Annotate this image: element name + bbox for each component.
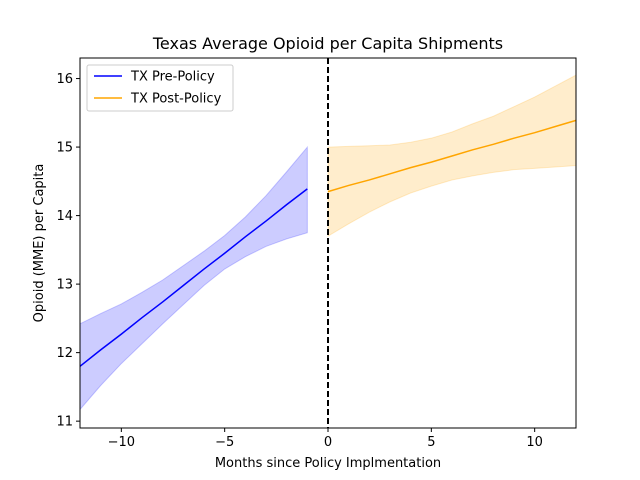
legend-label-2: TX Post-Policy: [130, 92, 222, 107]
legend-box: [86, 64, 234, 112]
confidence-band-1: [79, 145, 308, 411]
legend: TX Pre-Policy TX Post-Policy: [86, 64, 234, 112]
x-tick-label: 0: [324, 435, 332, 450]
y-tick-label: 16: [56, 72, 73, 87]
y-tick-label: 14: [56, 209, 73, 224]
y-tick-label: 11: [56, 415, 73, 430]
y-tick-label: 12: [56, 346, 73, 361]
y-tick-label: 15: [56, 141, 73, 156]
x-tick-label: 5: [427, 435, 435, 450]
series-line-1: [79, 188, 308, 367]
y-tick-label: 13: [56, 278, 73, 293]
y-axis-ticks: 11 12 13 14 15 16: [56, 72, 80, 430]
x-tick-label: −10: [108, 435, 135, 450]
series-line-2: [327, 119, 577, 193]
x-tick-label: −5: [215, 435, 234, 450]
x-axis-title: Months since Policy Implmentation: [215, 456, 441, 471]
legend-label-1: TX Pre-Policy: [130, 70, 215, 85]
x-tick-label: 10: [526, 435, 543, 450]
x-axis-ticks: −10 −5 0 5 10: [108, 428, 543, 450]
series-lines: [79, 119, 577, 367]
y-axis-title: Opioid (MME) per Capita: [32, 164, 47, 323]
chart-title: Texas Average Opioid per Capita Shipment…: [152, 34, 503, 53]
